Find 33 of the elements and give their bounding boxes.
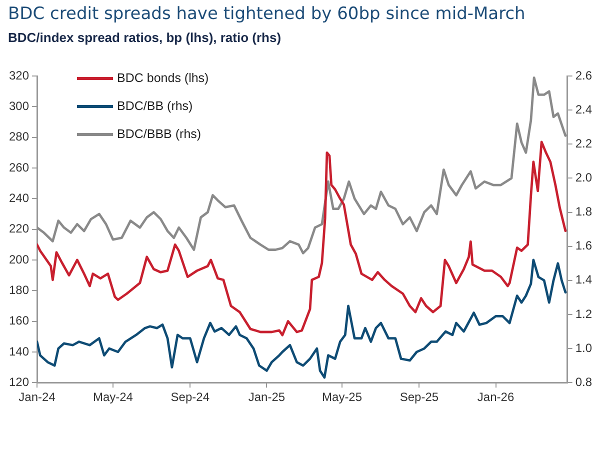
legend-label: BDC bonds (lhs) [117,71,209,85]
y2-tick-label: 1.6 [575,238,592,253]
y-tick-label: 120 [8,374,30,389]
legend-label: BDC/BBB (rhs) [117,127,202,141]
legend-label: BDC/BB (rhs) [117,99,193,113]
y2-tick-label: 1.4 [575,272,592,287]
x-tick-label: Jan-25 [248,390,286,404]
y-tick-label: 240 [8,190,30,205]
y2-tick-label: 2.2 [575,136,592,150]
y2-tick-label: 0.8 [575,374,592,389]
y2-tick-label: 2.0 [575,170,592,185]
y-tick-label: 220 [8,222,30,236]
x-tick-label: Jan-24 [18,390,56,404]
x-tick-label: Sep-25 [400,390,439,404]
y2-tick-label: 1.8 [575,204,592,219]
y-tick-label: 300 [8,98,30,113]
x-tick-label: May-24 [92,390,134,404]
y-tick-label: 260 [8,160,30,174]
y-tick-label: 320 [8,68,30,82]
y-tick-label: 200 [8,252,30,266]
x-tick-label: May-25 [322,390,362,404]
y2-tick-label: 2.6 [575,68,592,82]
x-tick-label: Sep-24 [170,390,210,404]
chart-title: BDC credit spreads have tightened by 60bp since mid-March [8,4,526,24]
x-tick-label: Jan-26 [477,390,514,404]
y-tick-label: 160 [8,314,30,328]
y-tick-label: 280 [8,130,30,144]
y2-tick-label: 1.0 [575,340,592,355]
y2-tick-label: 2.4 [575,102,592,116]
y2-tick-label: 1.2 [575,306,592,321]
chart-subtitle: BDC/index spread ratios, bp (lhs), ratio (rhs) [8,30,282,45]
y-tick-label: 180 [8,282,30,297]
y-tick-label: 140 [8,344,30,358]
